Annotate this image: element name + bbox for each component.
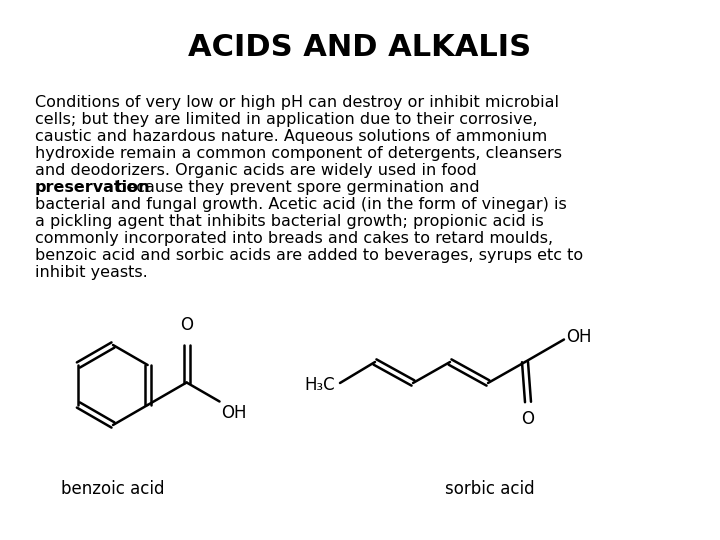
Text: hydroxide remain a common component of detergents, cleansers: hydroxide remain a common component of d…: [35, 146, 562, 161]
Text: Conditions of very low or high pH can destroy or inhibit microbial: Conditions of very low or high pH can de…: [35, 95, 559, 110]
Text: cells; but they are limited in application due to their corrosive,: cells; but they are limited in applicati…: [35, 112, 538, 127]
Text: bacterial and fungal growth. Acetic acid (in the form of vinegar) is: bacterial and fungal growth. Acetic acid…: [35, 197, 567, 212]
Text: sorbic acid: sorbic acid: [445, 480, 535, 498]
Text: preservation: preservation: [35, 180, 150, 195]
Text: because they prevent spore germination and: because they prevent spore germination a…: [111, 180, 480, 195]
Text: OH: OH: [566, 328, 591, 347]
Text: and deodorizers. Organic acids are widely used in food: and deodorizers. Organic acids are widel…: [35, 163, 477, 178]
Text: benzoic acid: benzoic acid: [61, 480, 165, 498]
Text: caustic and hazardous nature. Aqueous solutions of ammonium: caustic and hazardous nature. Aqueous so…: [35, 129, 547, 144]
Text: inhibit yeasts.: inhibit yeasts.: [35, 265, 148, 280]
Text: H₃C: H₃C: [305, 376, 335, 394]
Text: O: O: [521, 410, 534, 428]
Text: a pickling agent that inhibits bacterial growth; propionic acid is: a pickling agent that inhibits bacterial…: [35, 214, 544, 229]
Text: ACIDS AND ALKALIS: ACIDS AND ALKALIS: [189, 33, 531, 63]
Text: OH: OH: [222, 403, 247, 422]
Text: benzoic acid and sorbic acids are added to beverages, syrups etc to: benzoic acid and sorbic acids are added …: [35, 248, 583, 263]
Text: commonly incorporated into breads and cakes to retard moulds,: commonly incorporated into breads and ca…: [35, 231, 553, 246]
Text: O: O: [180, 316, 193, 334]
